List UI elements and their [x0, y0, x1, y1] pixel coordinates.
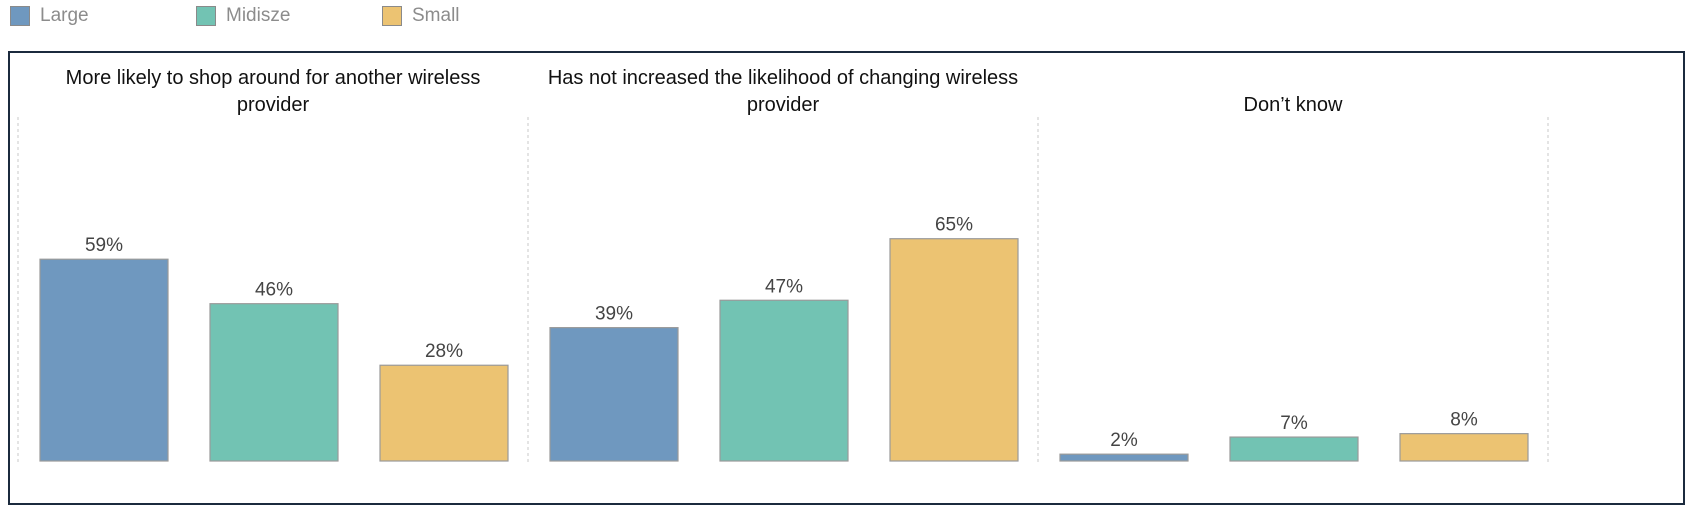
bar-midisze: [719, 299, 849, 462]
bar-large: [549, 327, 679, 462]
legend-swatch-midisze: [196, 6, 216, 26]
bar-value-label: 59%: [85, 235, 123, 256]
legend-label-small: Small: [412, 5, 460, 26]
chart-frame: More likely to shop around for another w…: [8, 51, 1685, 505]
bar-chart: More likely to shop around for another w…: [17, 67, 1549, 463]
bar-small: [379, 364, 509, 462]
bar-value-label: 65%: [935, 215, 973, 236]
bar-value-label: 8%: [1450, 410, 1478, 431]
bar-value-label: 28%: [425, 341, 463, 362]
bar-large: [1059, 453, 1189, 462]
panel-title-line: provider: [747, 94, 820, 116]
bar-midisze: [209, 303, 339, 462]
panel-title-line: Don’t know: [1244, 94, 1343, 116]
bar-small: [889, 238, 1019, 462]
legend-label-large: Large: [40, 5, 89, 26]
bar-small: [1399, 433, 1529, 462]
bar-midisze: [1229, 436, 1359, 462]
bar-value-label: 7%: [1280, 413, 1308, 434]
chart-legend: Large Midisze Small: [0, 0, 700, 36]
legend-swatch-large: [10, 6, 30, 26]
legend-label-midisze: Midisze: [226, 5, 291, 26]
panel-title-line: Has not increased the likelihood of chan…: [548, 67, 1018, 89]
panel-title-line: provider: [237, 94, 310, 116]
bar-value-label: 2%: [1110, 430, 1138, 451]
bar-value-label: 39%: [595, 304, 633, 325]
bar-value-label: 47%: [765, 276, 803, 297]
bar-value-label: 46%: [255, 280, 293, 301]
legend-swatch-small: [382, 6, 402, 26]
bar-large: [39, 258, 169, 462]
panel-title-line: More likely to shop around for another w…: [66, 67, 481, 89]
